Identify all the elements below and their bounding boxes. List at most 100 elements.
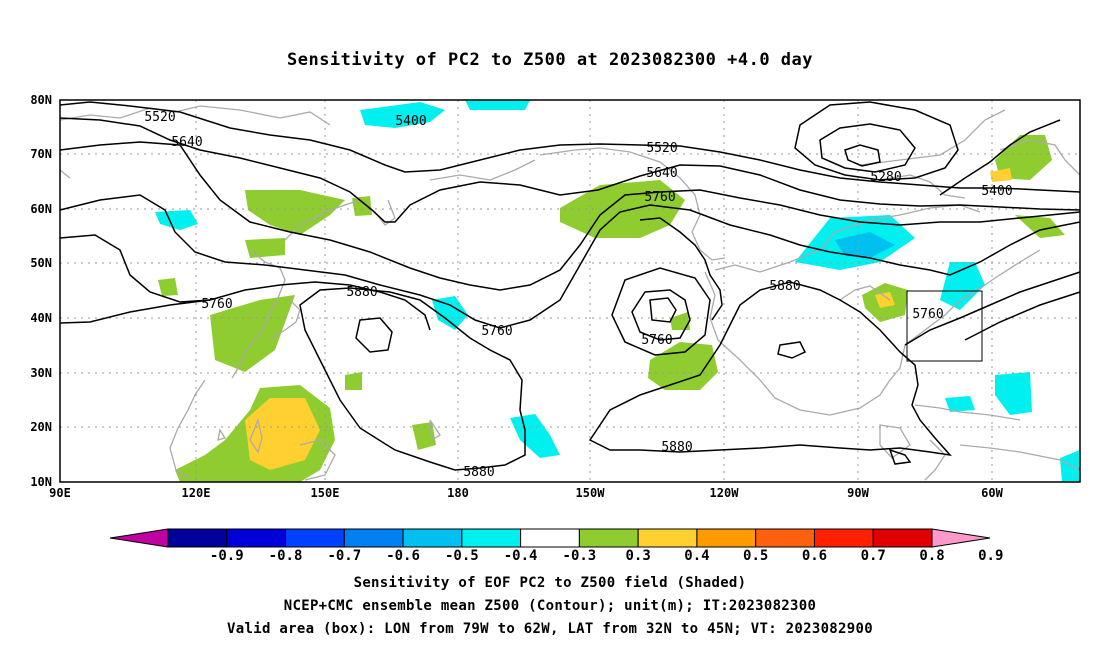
- shade-region: [210, 295, 295, 372]
- contour-line: [649, 297, 677, 323]
- colorbar-cell: [696, 528, 757, 548]
- shade-region: [990, 168, 1012, 182]
- contour-label: 5880: [661, 440, 692, 455]
- colorbar-tick-label: 0.7: [861, 548, 886, 564]
- latitude-labels: 80N 70N 60N 50N 40N 30N 20N 10N: [30, 93, 52, 489]
- colorbar-cell: [461, 528, 522, 548]
- colorbar-tick-label: -0.7: [327, 548, 361, 564]
- colorbar-cell: [343, 528, 404, 548]
- colorbar-cell: [637, 528, 698, 548]
- contour-line: [588, 281, 952, 457]
- lon-label: 90E: [49, 486, 71, 500]
- colorbar-tick-label: -0.3: [563, 548, 597, 564]
- map-frame: [59, 99, 1081, 483]
- shade-region: [345, 372, 362, 390]
- colorbar-cell: [285, 528, 345, 548]
- contour-label: 5880: [769, 279, 800, 294]
- contour-line: [888, 448, 912, 465]
- shading-layer: [155, 100, 1080, 482]
- lat-label: 10N: [30, 475, 52, 489]
- coastline: [924, 439, 946, 481]
- lon-label: 150E: [311, 486, 340, 500]
- lon-label: 180: [447, 486, 469, 500]
- coastline: [999, 139, 1081, 176]
- contour-line: [631, 289, 691, 341]
- contour-line: [844, 144, 881, 167]
- lon-label: 150W: [576, 486, 606, 500]
- colorbar-tick-label: 0.9: [978, 548, 1003, 564]
- contour-line: [777, 341, 807, 359]
- shade-region: [510, 414, 560, 458]
- coastline: [714, 204, 981, 273]
- coastline: [59, 105, 331, 126]
- lat-label: 20N: [30, 420, 52, 434]
- contour-line: [639, 217, 723, 321]
- contour-line: [299, 287, 526, 471]
- shade-region: [245, 398, 320, 470]
- lon-label: 120W: [710, 486, 740, 500]
- contour-label: 5760: [481, 324, 512, 339]
- contour-line: [904, 271, 1081, 346]
- contour-label: 5880: [463, 465, 494, 480]
- colorbar-cell: [402, 528, 463, 548]
- caption-contours: NCEP+CMC ensemble mean Z500 (Contour); u…: [283, 598, 817, 614]
- coastline: [217, 428, 227, 441]
- shade-region: [875, 292, 895, 308]
- shade-region: [835, 232, 895, 258]
- contour-line: [59, 101, 1081, 193]
- contour-label: 5640: [646, 166, 677, 181]
- shade-region: [158, 278, 178, 296]
- contour-label: 5760: [201, 297, 232, 312]
- coastline: [231, 249, 286, 379]
- caption-shading: Sensitivity of EOF PC2 to Z500 field (Sh…: [353, 575, 747, 591]
- colorbar-tick-label: -0.9: [210, 548, 244, 564]
- shade-region: [155, 210, 198, 230]
- lon-label: 120E: [182, 486, 211, 500]
- colorbar-right-arrow: [931, 528, 991, 548]
- contour-label: 5640: [171, 135, 202, 150]
- contour-line: [59, 117, 1081, 223]
- contour-line: [59, 234, 431, 331]
- colorbar-cell: [578, 528, 639, 548]
- contour-label: 5520: [144, 110, 175, 125]
- coastline: [859, 109, 1006, 166]
- contour-line: [59, 141, 1081, 291]
- contour-line: [355, 317, 393, 353]
- coastline: [839, 285, 891, 301]
- coastline: [539, 147, 726, 261]
- coastline: [904, 249, 1041, 346]
- coastline: [429, 159, 536, 181]
- shade-region: [1060, 450, 1080, 482]
- colorbar: -0.9 -0.8 -0.7 -0.6 -0.5 -0.4 -0.3 0.3 0.4 0.5 0.6…: [109, 528, 1003, 564]
- coastline: [59, 169, 71, 179]
- contour-labels: 5520 5640 5400 5760 5880 5520 5640 5760 …: [144, 110, 1012, 480]
- contour-label: 5520: [646, 141, 677, 156]
- colorbar-tick-label: 0.3: [626, 548, 651, 564]
- colorbar-tick-label: 0.6: [802, 548, 827, 564]
- shade-region: [1015, 215, 1065, 238]
- shade-region: [245, 190, 345, 235]
- caption-valid-area: Valid area (box): LON from 79W to 62W, L…: [227, 621, 873, 637]
- contour-label: 5400: [981, 184, 1012, 199]
- lat-label: 30N: [30, 366, 52, 380]
- lon-label: 60W: [981, 486, 1003, 500]
- valid-area-box: [906, 290, 983, 362]
- colorbar-left-arrow: [109, 528, 169, 548]
- coastline: [879, 424, 911, 459]
- coastline: [299, 439, 336, 481]
- shade-region: [648, 342, 718, 390]
- colorbar-tick-label: -0.6: [386, 548, 420, 564]
- contour-label: 5880: [346, 285, 377, 300]
- contour-line: [819, 123, 916, 173]
- coastline: [169, 379, 206, 479]
- shade-region: [560, 180, 685, 238]
- colorbar-cell: [872, 528, 933, 548]
- contour-line: [939, 119, 1061, 196]
- coastline: [879, 174, 966, 199]
- shade-region: [245, 238, 285, 258]
- lat-label: 60N: [30, 202, 52, 216]
- contour-label: 5280: [870, 170, 901, 185]
- colorbar-tick-label: 0.8: [919, 548, 944, 564]
- coastline: [429, 419, 441, 442]
